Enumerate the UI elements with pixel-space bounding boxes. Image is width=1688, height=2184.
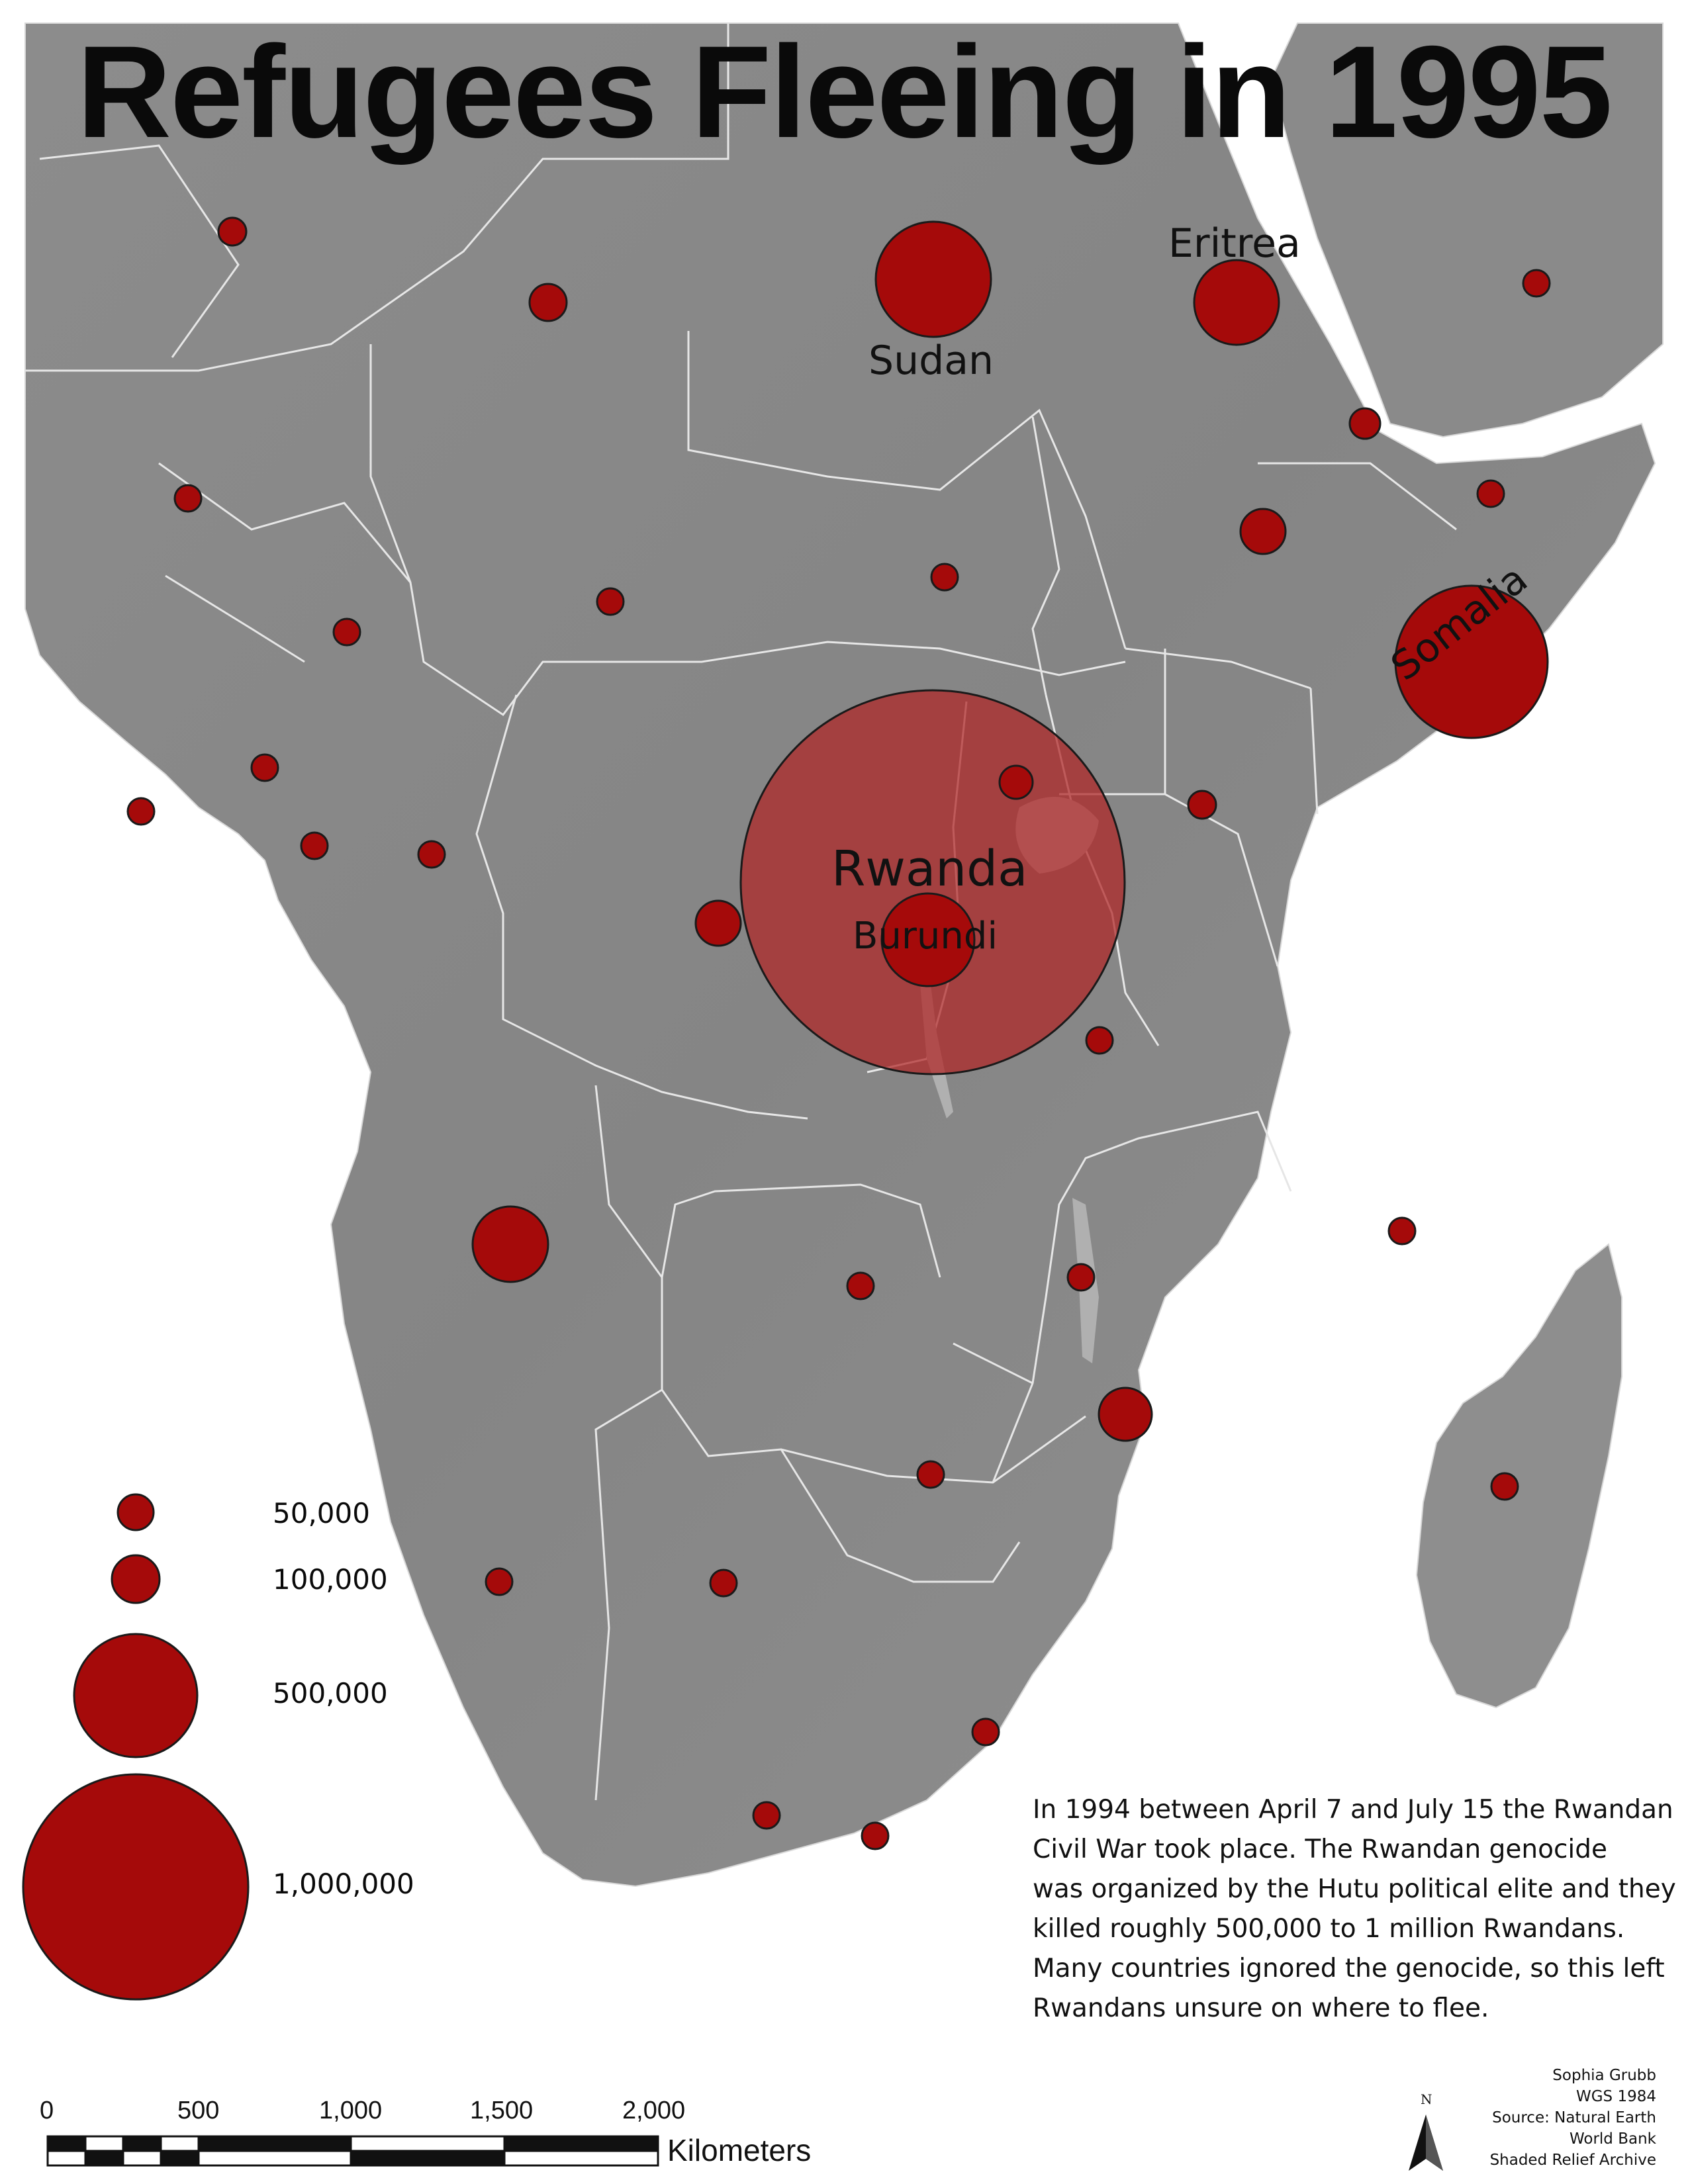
note-line: killed roughly 500,000 to 1 million Rwan… — [1033, 1914, 1625, 1944]
refugee-circle[interactable] — [471, 1205, 549, 1283]
refugee-circle[interactable] — [217, 216, 248, 247]
note-line: Rwandans unsure on where to flee. — [1033, 1993, 1489, 2023]
north-label: N — [1421, 2091, 1432, 2107]
refugee-circle[interactable] — [1098, 1387, 1153, 1442]
refugee-circle[interactable] — [1348, 407, 1382, 440]
refugee-circle[interactable] — [1476, 479, 1505, 508]
legend-circle-1000000 — [22, 1773, 250, 2001]
scale-tick-label: 2,000 — [622, 2097, 686, 2124]
refugee-circle[interactable] — [880, 892, 976, 987]
refugee-circle[interactable] — [1522, 269, 1551, 298]
label-rwanda: Rwanda — [831, 841, 1028, 897]
credit-author: Sophia Grubb — [1552, 2067, 1656, 2084]
legend-label-50000: 50,000 — [273, 1497, 370, 1529]
credit-projection: WGS 1984 — [1575, 2088, 1656, 2105]
refugee-circle[interactable] — [846, 1271, 875, 1300]
map-credits: Sophia Grubb WGS 1984 Source: Natural Ea… — [1490, 2065, 1656, 2171]
scale-tick-label: 1,500 — [470, 2097, 534, 2124]
refugee-circle[interactable] — [1085, 1026, 1114, 1055]
scale-tick-label: 0 — [40, 2097, 54, 2124]
legend-label-100000: 100,000 — [273, 1563, 388, 1596]
refugee-circle[interactable] — [874, 220, 992, 338]
refugee-circle[interactable] — [528, 283, 568, 322]
refugee-circle[interactable] — [861, 1821, 890, 1850]
note-line: was organized by the Hutu political elit… — [1033, 1874, 1676, 1904]
refugee-circle[interactable] — [300, 831, 329, 860]
scale-bar — [46, 2135, 659, 2167]
refugee-circle[interactable] — [998, 764, 1034, 800]
refugee-circles — [126, 216, 1551, 1850]
refugee-circle[interactable] — [709, 1569, 738, 1598]
legend-label-500000: 500,000 — [273, 1677, 388, 1709]
arabian-peninsula — [1270, 23, 1664, 438]
refugee-circle[interactable] — [694, 899, 742, 947]
refugee-circle[interactable] — [916, 1460, 945, 1489]
refugee-circle[interactable] — [1394, 584, 1549, 739]
refugee-circle[interactable] — [417, 840, 446, 869]
refugee-circle[interactable] — [596, 587, 625, 616]
label-eritrea: Eritrea — [1168, 220, 1301, 267]
credit-source: World Bank — [1570, 2130, 1656, 2148]
refugee-circle[interactable] — [126, 797, 156, 826]
refugee-circle[interactable] — [1239, 508, 1287, 555]
credit-source: Source: Natural Earth — [1492, 2109, 1656, 2126]
note-line: Civil War took place. The Rwandan genoci… — [1033, 1835, 1607, 1864]
explanatory-note: In 1994 between April 7 and July 15 the … — [1033, 1790, 1681, 2028]
legend-circle-500000 — [73, 1633, 199, 1758]
refugee-circle[interactable] — [752, 1801, 781, 1830]
refugee-circle[interactable] — [1193, 259, 1280, 346]
refugee-circle[interactable] — [1387, 1216, 1417, 1246]
refugee-circle[interactable] — [971, 1717, 1000, 1747]
scale-tick-label: 1,000 — [319, 2097, 383, 2124]
scale-tick-label: 500 — [177, 2097, 220, 2124]
refugee-circle[interactable] — [173, 484, 203, 513]
legend-label-1000000: 1,000,000 — [273, 1868, 414, 1900]
refugee-circle[interactable] — [1187, 790, 1217, 820]
legend-symbols — [22, 1493, 250, 2001]
map-title: Refugees Fleeing in 1995 — [77, 19, 1613, 165]
refugee-circle[interactable] — [250, 753, 279, 782]
refugee-circle[interactable] — [485, 1567, 514, 1596]
legend-circle-50000 — [117, 1493, 155, 1531]
label-sudan: Sudan — [868, 338, 994, 384]
country-borders — [25, 23, 1457, 1801]
note-line: Many countries ignored the genocide, so … — [1033, 1954, 1665, 1983]
credit-source: Shaded Relief Archive — [1489, 2152, 1656, 2169]
madagascar — [1415, 1243, 1622, 1709]
label-burundi: Burundi — [853, 915, 998, 958]
refugee-circle[interactable] — [930, 563, 959, 592]
refugee-circle[interactable] — [332, 617, 361, 647]
refugee-circle[interactable] — [1066, 1263, 1096, 1292]
scale-unit-label: Kilometers — [667, 2133, 812, 2167]
legend-circle-100000 — [111, 1554, 161, 1604]
refugee-circle[interactable] — [1490, 1472, 1519, 1501]
note-line: In 1994 between April 7 and July 15 the … — [1033, 1795, 1673, 1825]
